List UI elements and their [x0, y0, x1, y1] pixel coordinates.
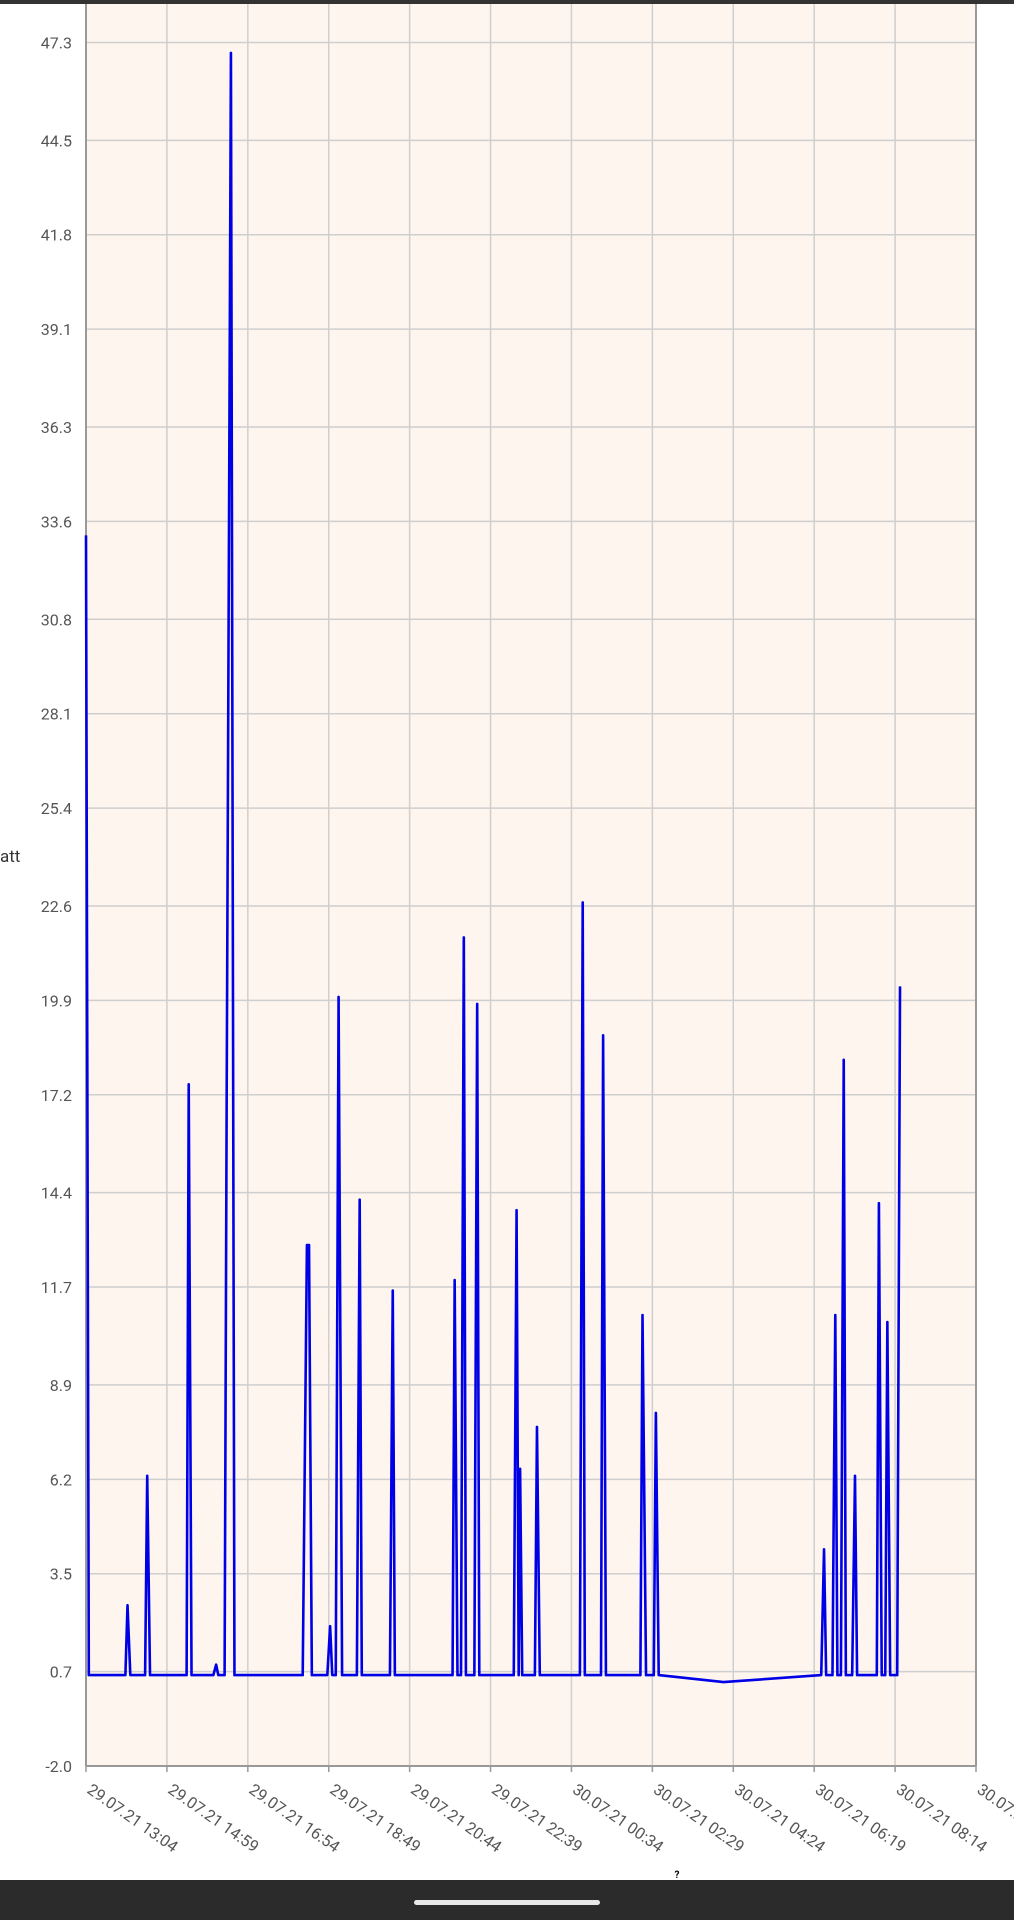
y-tick-label: 11.7	[41, 1278, 72, 1297]
y-tick-label: 39.1	[41, 320, 72, 339]
y-tick-label: 22.6	[41, 897, 72, 916]
y-tick-label: 6.2	[50, 1470, 72, 1489]
y-tick-label: 25.4	[41, 799, 72, 818]
y-tick-label: 47.3	[41, 33, 72, 52]
y-tick-label: -2.0	[45, 1757, 72, 1776]
y-tick-label: 36.3	[41, 418, 72, 437]
home-indicator[interactable]	[414, 1900, 600, 1905]
status-bar	[0, 0, 1014, 4]
y-tick-label: 8.9	[50, 1376, 72, 1395]
y-tick-label: 3.5	[50, 1565, 72, 1584]
y-tick-label: 28.1	[41, 705, 72, 724]
y-tick-label: 41.8	[41, 226, 72, 245]
y-tick-label: 33.6	[41, 512, 72, 531]
y-tick-label: 0.7	[50, 1663, 72, 1682]
y-tick-label: 30.8	[41, 610, 72, 629]
y-tick-label: 44.5	[41, 131, 72, 150]
footnote: ?	[675, 1870, 680, 1881]
y-axis-label: att	[0, 847, 20, 867]
y-tick-label: 19.9	[41, 991, 72, 1010]
y-tick-label: 14.4	[41, 1184, 72, 1203]
y-tick-label: 17.2	[41, 1086, 72, 1105]
data-line	[84, 51, 902, 1684]
